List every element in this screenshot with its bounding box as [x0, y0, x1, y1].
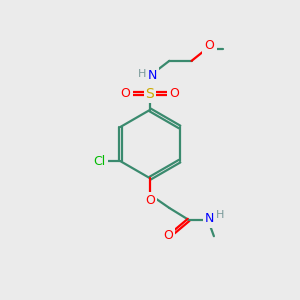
Text: H: H: [137, 69, 146, 79]
Text: O: O: [169, 87, 179, 100]
Text: H: H: [216, 210, 225, 220]
Text: O: O: [145, 194, 155, 207]
Text: Cl: Cl: [94, 154, 106, 168]
Text: O: O: [164, 230, 173, 242]
Text: N: N: [205, 212, 214, 226]
Text: S: S: [146, 86, 154, 100]
Text: N: N: [148, 69, 157, 82]
Text: O: O: [205, 40, 214, 52]
Text: O: O: [121, 87, 130, 100]
